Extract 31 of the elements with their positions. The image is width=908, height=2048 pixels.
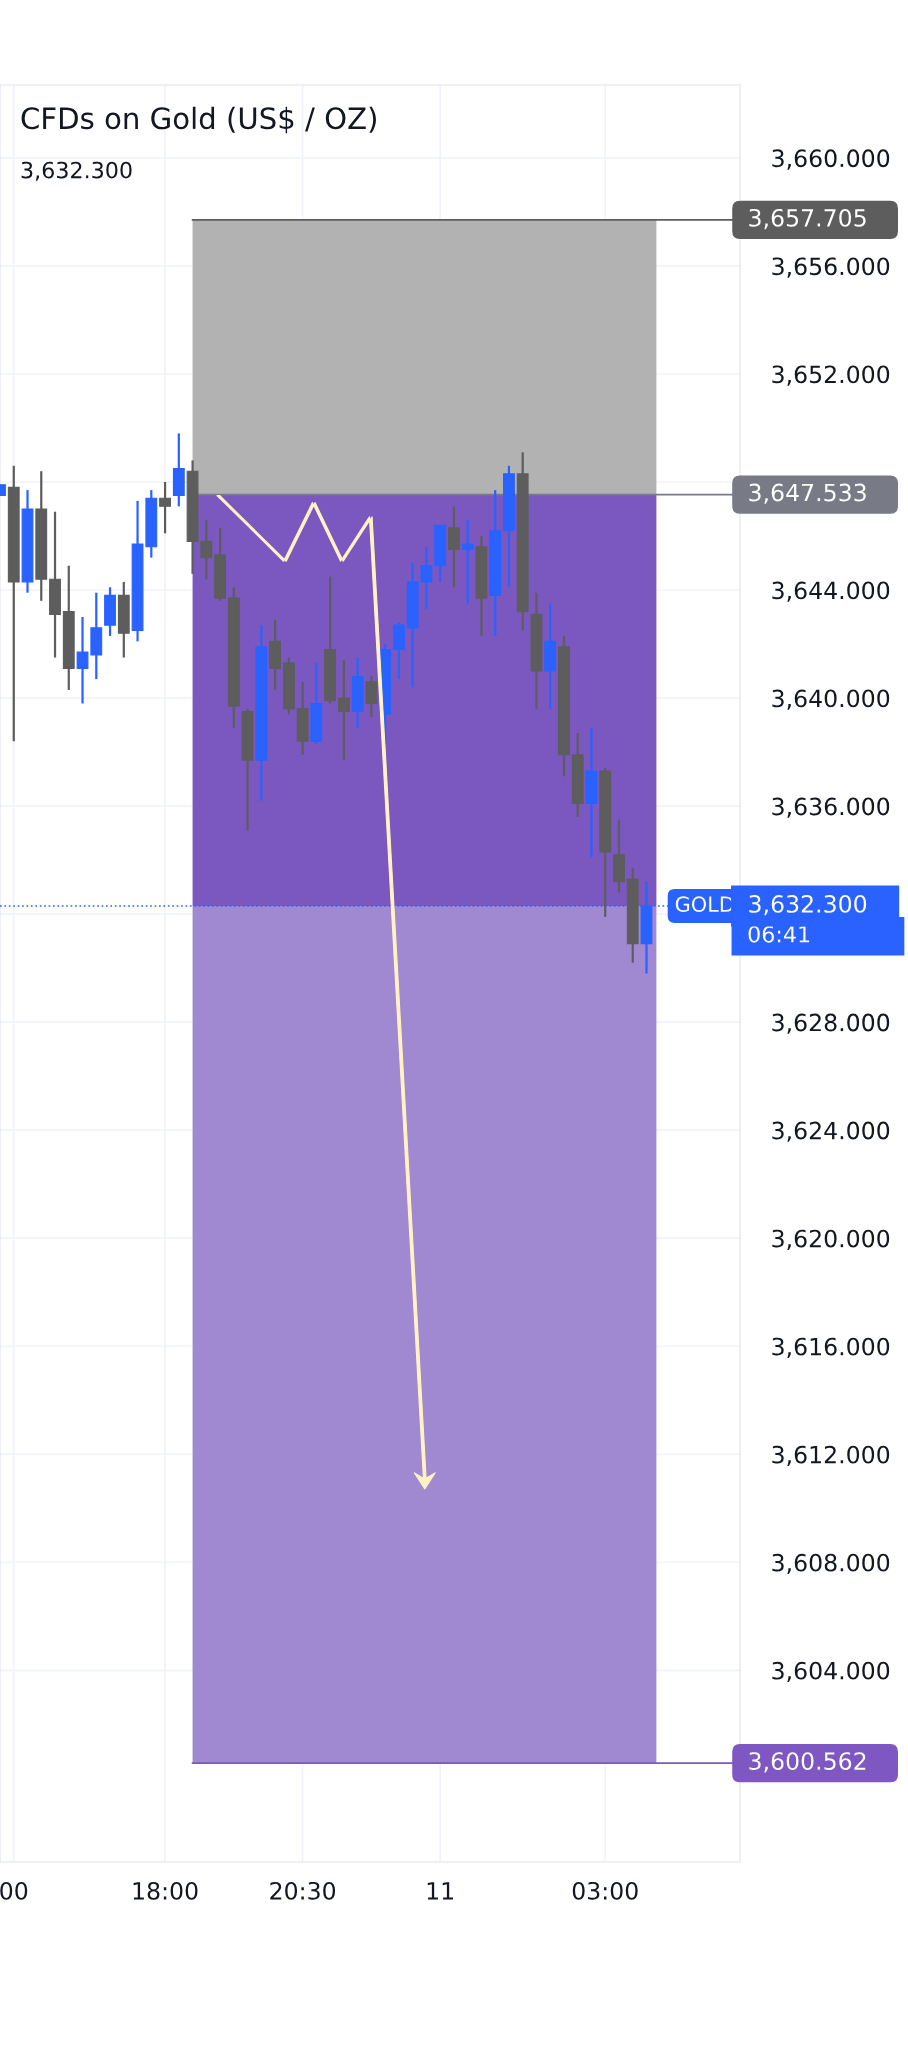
annotation: 3,632.300 xyxy=(21,161,132,181)
candlestick xyxy=(461,518,474,605)
y-tick-label: 3,608.000 xyxy=(772,1553,890,1574)
candlestick xyxy=(159,480,171,535)
candlestick xyxy=(365,675,378,719)
y-tick-label: 3,640.000 xyxy=(772,689,890,710)
x-tick-label: 11 xyxy=(427,1882,453,1900)
y-tick-label: 3,636.000 xyxy=(772,797,890,818)
y-tick-label: 3,624.000 xyxy=(772,1121,890,1142)
y-tick-label: 3,628.000 xyxy=(772,1013,890,1034)
x-tick-label: 18:00 xyxy=(133,1881,198,1900)
candlestick xyxy=(447,505,460,589)
y-tick-label: 3,604.000 xyxy=(772,1661,890,1683)
ref-line-label: 3,647.533 xyxy=(749,483,866,504)
x-tick-label: 20:30 xyxy=(270,1881,336,1900)
x-tick-label: 03:00 xyxy=(572,1881,638,1900)
y-tick-label: 3,652.000 xyxy=(772,365,890,386)
ref-line-label: GOLD xyxy=(675,896,734,913)
y-tick-label: 3,660.000 xyxy=(772,149,890,170)
ref-line-label: 3,657.705 xyxy=(749,208,866,230)
text: 3,632.300 xyxy=(749,894,867,916)
x-tick-label: 00 xyxy=(0,1881,28,1900)
y-tick-label: 3,616.000 xyxy=(772,1337,890,1358)
y-tick-label: 3,656.000 xyxy=(772,257,890,278)
y-tick-label: 3,644.000 xyxy=(772,581,890,602)
y-tick-label: 3,612.000 xyxy=(772,1445,890,1466)
y-tick-label: 3,620.000 xyxy=(772,1229,890,1250)
text: CFDs on Gold (US$ / OZ) xyxy=(21,106,376,134)
text: 06:41 xyxy=(748,925,810,943)
ref-line-label: 3,600.562 xyxy=(749,1752,866,1773)
candlestick xyxy=(337,659,350,762)
